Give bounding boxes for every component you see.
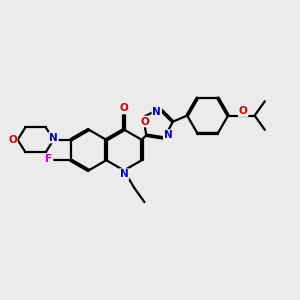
Text: O: O — [120, 103, 128, 113]
Text: N: N — [164, 130, 172, 140]
Text: O: O — [141, 116, 150, 127]
Text: N: N — [152, 107, 161, 117]
Text: O: O — [8, 135, 17, 145]
Text: F: F — [45, 154, 52, 164]
Text: N: N — [120, 169, 128, 179]
Text: O: O — [239, 106, 248, 116]
Text: N: N — [49, 133, 58, 142]
